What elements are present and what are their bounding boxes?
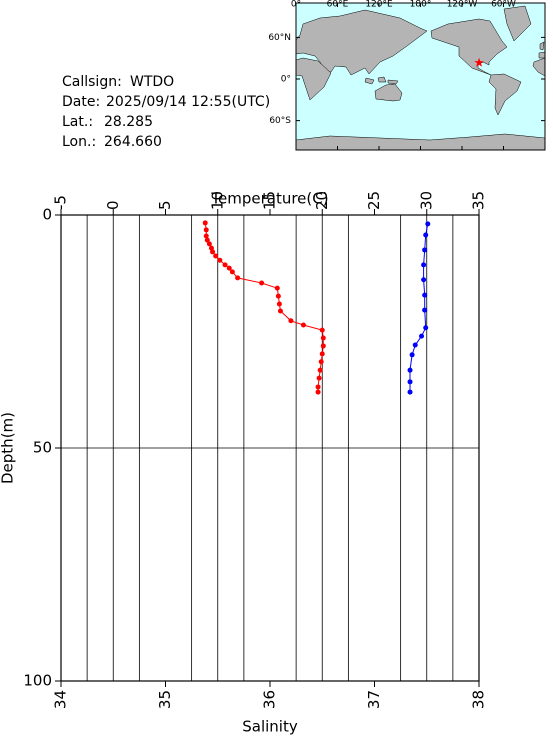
data-point [210,249,216,255]
map-lat-label: 60°S [269,116,291,126]
x2-tick-label: 35 [156,690,174,709]
x-tick-label: -5 [52,195,70,210]
data-point [409,352,415,358]
x2-tick-label: 36 [261,690,279,709]
land [374,83,403,102]
data-point [422,247,428,253]
data-point [300,322,306,328]
data-point [202,220,208,226]
data-point [423,325,429,331]
data-point [319,327,325,333]
data-point [217,257,223,263]
data-point [316,375,322,381]
data-point [203,227,209,233]
land [538,41,546,59]
x-tick-label: 30 [417,191,435,210]
data-point [319,351,325,357]
data-point [226,265,232,271]
profile-line [204,222,324,393]
data-point [277,308,283,314]
map-lat-label: 0° [281,75,291,85]
data-point [203,233,209,239]
data-point [422,292,428,298]
callsign: WTDO [130,74,174,90]
data-point [259,280,265,286]
data-point [275,293,281,299]
x2-tick-label: 34 [52,690,70,709]
data-point [222,262,228,268]
x-tick-label: 20 [313,191,331,210]
data-point [320,335,326,341]
data-point [419,333,425,339]
y-tick-label: 100 [23,672,52,690]
lat-label: Lat.: [62,114,93,130]
data-point [206,241,212,247]
station-marker [474,57,484,67]
x-tick-label: 15 [261,191,279,210]
y-axis-title: Depth(m) [0,412,17,484]
date: 2025/09/14 12:55(UTC) [106,94,270,110]
x2-axis-title: Salinity [242,718,298,736]
land [503,5,532,42]
x2-tick-label: 37 [365,690,383,709]
land [488,73,522,116]
x-tick-label: 0 [104,200,122,210]
data-point [421,262,427,268]
data-point [318,359,324,365]
x-axis-title: Temperature(C) [210,190,328,208]
data-point [235,275,241,281]
data-point [204,237,210,243]
data-point [317,367,323,373]
map-lat-label: 60°N [268,33,291,43]
lon: 264.660 [104,134,162,150]
data-point [315,384,321,390]
data-point [407,379,413,385]
data-point [288,318,294,324]
land [532,57,546,77]
x-tick-label: 25 [365,191,383,210]
data-point [407,367,413,373]
data-point [320,343,326,349]
x2-tick-label: 38 [470,690,488,709]
x-tick-label: 35 [470,191,488,210]
x-tick-label: 5 [156,200,174,210]
data-point [425,221,431,227]
data-point [276,301,282,307]
land [364,76,399,85]
y-tick-label: 0 [42,206,52,224]
data-point [423,232,429,238]
data-point [213,253,219,259]
lat: 28.285 [104,114,153,130]
lon-label: Lon.: [62,134,96,150]
date-label: Date: [62,94,100,110]
data-point [229,269,235,275]
x-tick-label: 10 [208,191,226,210]
data-point [315,389,321,395]
y-tick-label: 50 [33,439,52,457]
data-point [274,285,280,291]
data-point [407,389,413,395]
land [295,57,332,101]
map: 0° 60°E 120°E 180° 120°W 60°W60°N0°60°S [268,0,546,151]
data-point [412,342,418,348]
callsign-label: Callsign: [62,74,122,90]
data-point [422,307,428,313]
data-point [421,277,427,283]
